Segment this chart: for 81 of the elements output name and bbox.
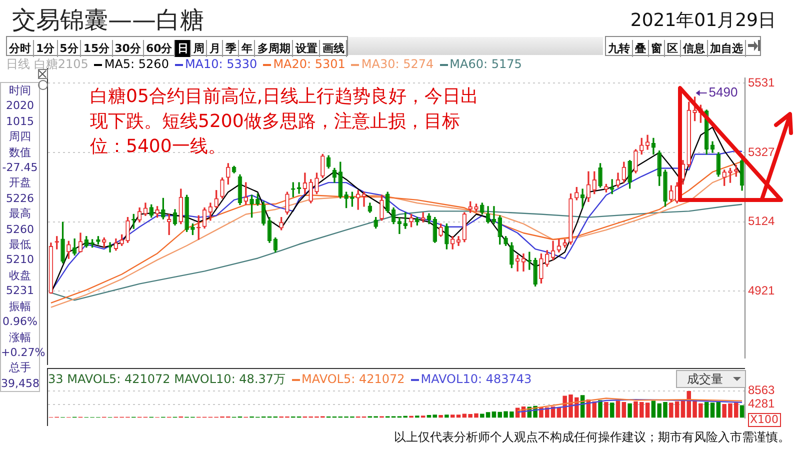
candlestick [409,214,414,228]
text: 时间 [8,83,32,98]
candlestick [380,194,384,221]
candlestick [474,204,478,212]
text: 最低 [8,237,32,252]
candlestick [539,253,544,284]
candlestick [256,193,260,206]
y-tick-label: 4281 [748,396,776,411]
candlestick [533,258,538,287]
candlestick [663,170,668,207]
candlestick [155,206,160,218]
candlestick [126,216,130,243]
candlestick [285,192,290,215]
candlestick [314,172,319,194]
candlestick [568,193,573,245]
text: 1015 [5,114,35,130]
text: 5260 [5,222,35,238]
text: -27.45 [1,160,39,176]
text: 九转 叠 窗 区 信息 加自选 [607,41,744,57]
legend-label: MA20: 5301 [273,57,346,71]
bar [704,402,709,418]
text: 分时 1分 5分 15分 30分 60分 日 周 月 季 年 多周期 设置 画线 [9,42,344,55]
annotation: 白糖05合约目前高位,日线上行趋势良好，今日出现下跌。短线5200做多思路，注意止损，目标位：5400一线。 [90,85,480,159]
annotation: 5490 [708,84,738,100]
text: 成交量 [687,372,723,386]
candlestick [728,168,732,183]
y-tick-label: 4921 [748,283,776,298]
bar [710,402,715,418]
text: 39,458 [1,376,40,392]
bar [610,402,614,418]
y-tick-label: 8563 [748,383,776,398]
candlestick [60,222,65,264]
y-tick-label: 5124 [748,214,776,228]
bar [604,402,608,418]
legend-label: MA60: 5175 [450,57,522,71]
text: +0.27% [1,344,46,360]
candlestick [344,192,348,208]
text: 5210 [5,252,35,268]
legend-label: MAVOL5: 421072 [302,372,405,386]
text: 数值 [8,144,32,160]
bar [628,403,632,418]
legend-label: MA30: 5274 [361,57,434,71]
candlestick [634,149,638,174]
text: 振幅 [8,298,32,314]
candlestick [250,194,254,218]
y-tick-label: 5531 [748,75,776,90]
legend-label: MA10: 5330 [184,57,258,71]
candlestick [444,223,449,250]
text: 33 MAVOL5: 421072 MAVOL10: 48.37万 [48,372,286,386]
text: 周四 [8,129,32,145]
candlestick [96,236,100,245]
candlestick [504,236,508,246]
candlestick [190,223,195,236]
text: 2020 [5,98,35,114]
text: 开盘 [8,175,32,191]
text: 5231 [5,283,35,299]
bar [740,405,744,418]
text: X100 [748,413,781,427]
text: 收盘 [8,268,32,284]
bar [598,400,602,418]
candlestick [438,223,443,237]
candlestick [184,194,189,232]
text: 涨幅 [8,330,32,345]
legend-title: 日线 白糖2105 [6,57,88,71]
bar [438,414,443,418]
candlestick [521,253,526,272]
chart-title: 交易锦囊——白糖 [12,5,204,36]
legend-label: MAVOL10: 483743 [420,372,532,386]
candlestick [220,177,224,199]
bar [616,400,620,418]
text: 以上仅代表分析师个人观点不构成任何操作建议；期市有风险入市需谨慎。 [394,429,790,446]
candlestick [598,163,602,188]
text: 5226 [5,190,35,206]
chart-subtitle: 2021年01月29日 [630,9,776,32]
legend-label: MA5: 5260 [104,57,169,71]
y-tick-label: 5327 [748,144,776,159]
text: 最高 [8,206,32,222]
text: 0.96% [2,314,38,330]
bar [444,414,449,418]
text: 总手 [8,360,32,376]
bar [622,402,626,418]
